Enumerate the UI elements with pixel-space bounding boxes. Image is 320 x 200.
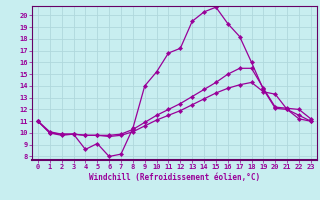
X-axis label: Windchill (Refroidissement éolien,°C): Windchill (Refroidissement éolien,°C) bbox=[89, 173, 260, 182]
